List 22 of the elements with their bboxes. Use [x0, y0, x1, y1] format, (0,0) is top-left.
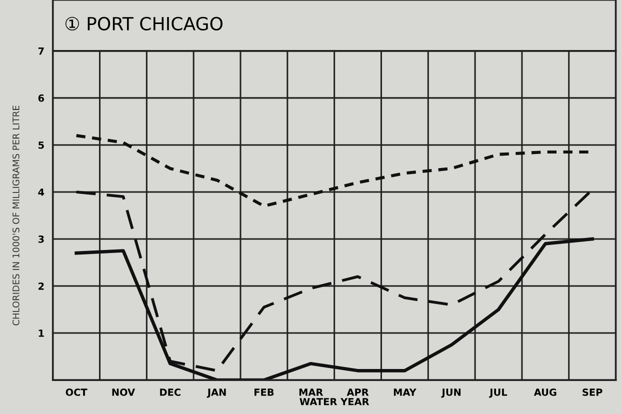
x-tick-label: FEB	[254, 388, 274, 396]
x-tick-label: OCT	[66, 388, 88, 396]
y-tick-label: 3	[38, 235, 44, 243]
x-tick-label: AUG	[534, 388, 556, 396]
y-tick-label: 6	[38, 94, 44, 102]
y-tick-label: 1	[38, 330, 44, 337]
chart-title: ① PORT CHICAGO	[65, 16, 222, 30]
x-tick-label: JUL	[489, 388, 508, 398]
x-axis-title: WATER YEAR	[300, 398, 370, 406]
x-tick-label: JUN	[441, 388, 461, 398]
x-tick-label: JAN	[206, 388, 226, 398]
x-tick-label: SEP	[582, 388, 602, 396]
y-tick-label: 7	[38, 48, 44, 55]
y-tick-label: 5	[38, 142, 44, 149]
x-tick-label: NOV	[112, 388, 136, 396]
x-tick-label: MAY	[394, 388, 416, 396]
x-tick-label: DEC	[160, 388, 180, 396]
y-tick-label: 4	[38, 188, 44, 196]
x-tick-label: APR	[346, 388, 369, 396]
y-axis-title: CHLORIDES IN 1000'S OF MILLIGRAMS PER LITRE	[12, 106, 20, 326]
y-tick-label: 2	[38, 282, 44, 290]
x-tick-label: MAR	[299, 388, 324, 396]
